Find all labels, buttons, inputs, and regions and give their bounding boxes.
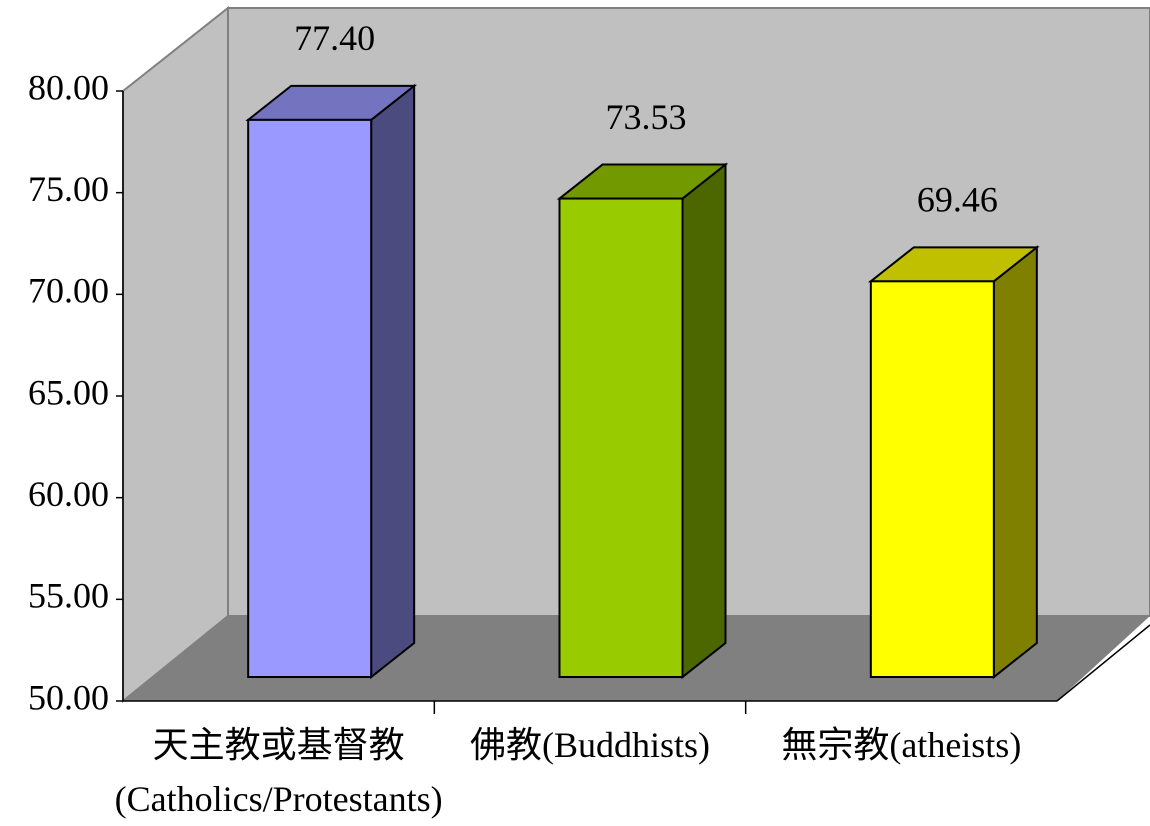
y-tick-label: 60.00 — [28, 474, 109, 514]
bar-side — [370, 83, 416, 680]
y-tick-label: 80.00 — [28, 67, 109, 107]
bar — [247, 118, 373, 679]
y-tick-label: 75.00 — [28, 169, 109, 209]
y-tick-label: 70.00 — [28, 271, 109, 311]
x-tick-label: 無宗教(atheists) — [781, 725, 1022, 765]
x-tick-label: 天主教或基督教 (Catholics/Protestants) — [114, 725, 443, 819]
value-label: 77.40 — [294, 18, 375, 58]
bar-side — [992, 245, 1038, 680]
bar — [558, 197, 684, 678]
y-tick-label: 65.00 — [28, 372, 109, 412]
value-label: 69.46 — [917, 180, 998, 220]
value-label: 73.53 — [606, 97, 687, 137]
x-tick-label: 佛教(Buddhists) — [469, 725, 710, 765]
bar — [869, 280, 995, 678]
floor-edge — [1056, 624, 1150, 702]
bar-side — [681, 162, 727, 680]
y-tick-label: 50.00 — [28, 677, 109, 717]
side-wall — [122, 5, 229, 704]
y-tick-label: 55.00 — [28, 576, 109, 616]
